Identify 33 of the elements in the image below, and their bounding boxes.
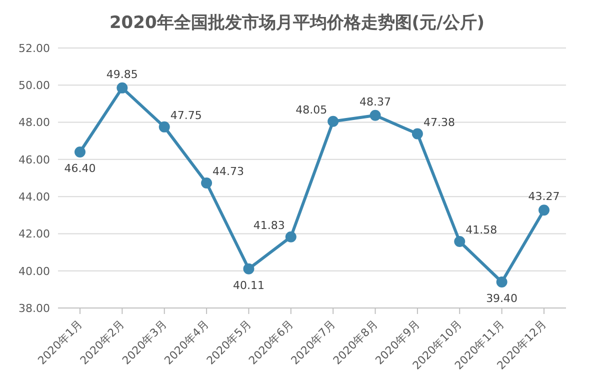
data-label: 47.38 — [423, 116, 455, 129]
y-tick-label: 44.00 — [18, 190, 50, 204]
y-tick-label: 42.00 — [18, 228, 50, 241]
data-label: 47.75 — [170, 108, 202, 122]
y-tick-label: 48.00 — [18, 116, 50, 130]
point — [496, 276, 508, 288]
data-label: 43.27 — [528, 190, 560, 204]
data-label: 41.58 — [466, 224, 498, 237]
point — [328, 116, 339, 127]
point — [201, 178, 212, 189]
point — [412, 128, 423, 140]
data-label: 46.40 — [64, 162, 96, 175]
data-label: 48.37 — [360, 95, 392, 108]
y-tick-label: 46.00 — [18, 153, 50, 166]
y-tick-label: 52.00 — [18, 42, 50, 55]
point — [74, 146, 86, 158]
y-tick-label: 50.00 — [18, 79, 50, 92]
point — [116, 82, 128, 94]
y-tick-label: 38.00 — [18, 302, 50, 315]
data-label: 40.11 — [232, 278, 264, 292]
data-label: 41.83 — [253, 218, 285, 232]
point — [538, 204, 550, 216]
chart-title: 2020年全国批发市场月平均价格走势图(元/公斤) — [108, 12, 486, 35]
point — [454, 236, 466, 248]
point — [370, 110, 381, 121]
data-label: 49.85 — [106, 68, 138, 81]
y-tick-label: 40.00 — [18, 264, 50, 278]
point — [285, 231, 296, 242]
data-label: 48.05 — [296, 103, 328, 116]
point — [158, 121, 170, 132]
data-label: 44.73 — [212, 165, 244, 178]
data-label: 39.40 — [486, 292, 518, 305]
point — [243, 263, 254, 274]
